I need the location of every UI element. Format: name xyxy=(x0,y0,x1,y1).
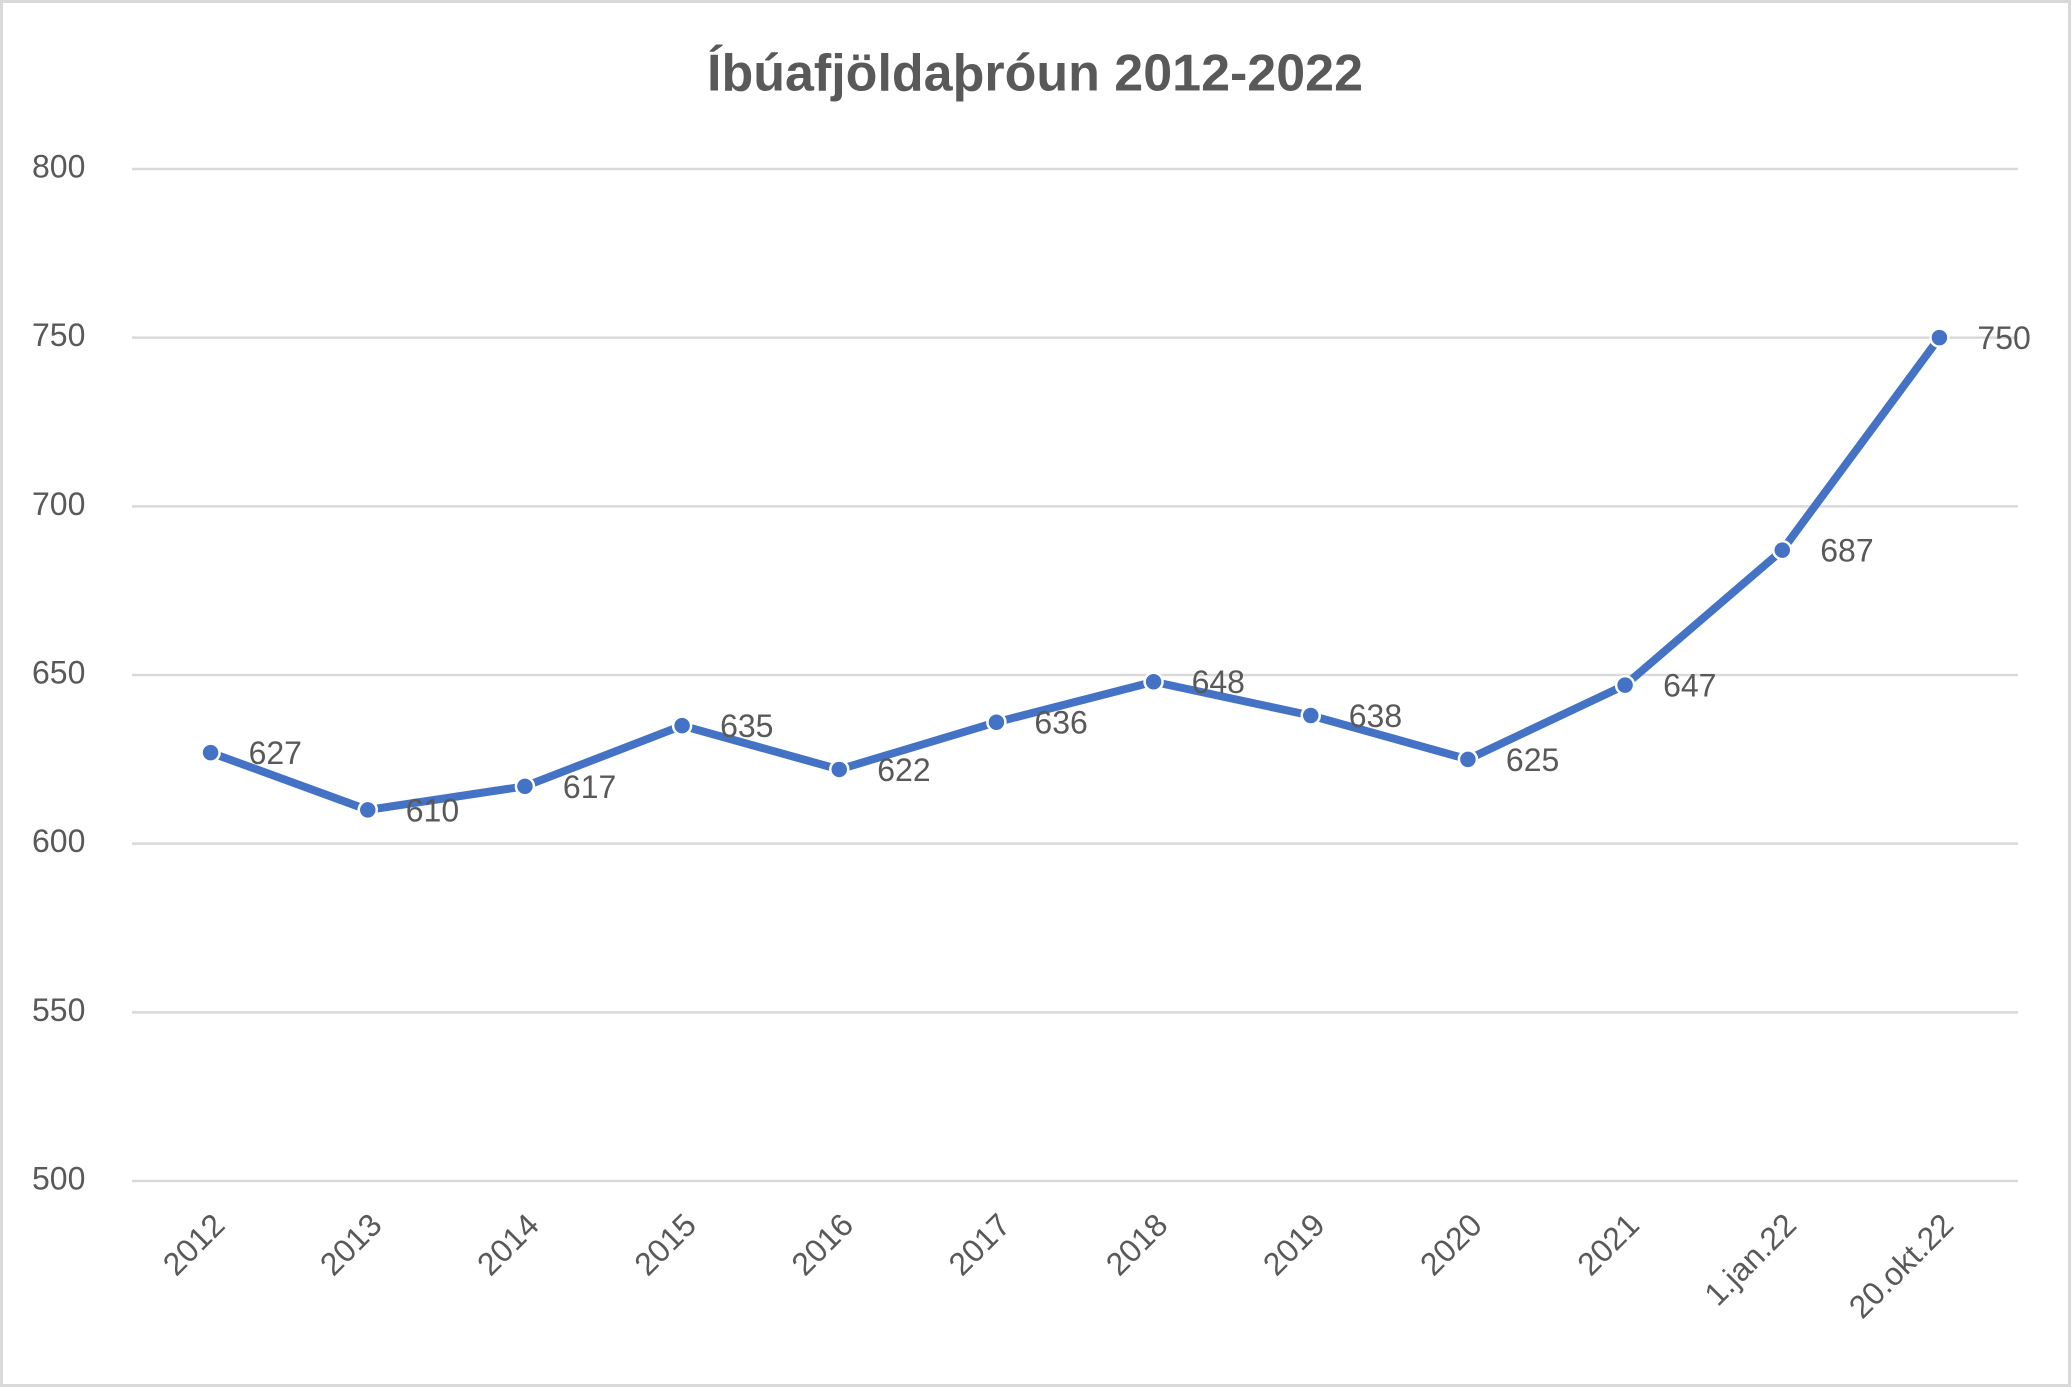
marker xyxy=(357,799,378,821)
data-label: 635 xyxy=(720,708,773,744)
marker xyxy=(1614,674,1636,696)
line xyxy=(209,335,1943,814)
data-label: 617 xyxy=(563,769,616,805)
y-tick-label: 550 xyxy=(32,992,85,1028)
y-tick-label: 700 xyxy=(32,486,85,522)
marker xyxy=(829,759,850,780)
y-tick-label: 800 xyxy=(32,148,85,184)
data-label: 648 xyxy=(1192,664,1245,700)
y-tick-label: 750 xyxy=(32,317,85,353)
data-label: 625 xyxy=(1506,742,1559,778)
data-label: 636 xyxy=(1034,705,1087,741)
data-label: 638 xyxy=(1349,698,1402,734)
marker xyxy=(1143,671,1164,692)
data-label: 610 xyxy=(406,792,459,828)
data-label: 622 xyxy=(877,752,930,788)
marker xyxy=(1300,705,1321,726)
marker xyxy=(1929,327,1950,348)
data-label: 687 xyxy=(1820,533,1873,569)
marker xyxy=(1457,749,1479,770)
chart-title: Íbúafjöldaþróun 2012-2022 xyxy=(707,45,1363,103)
data-label: 750 xyxy=(1977,320,2030,356)
marker xyxy=(200,742,221,763)
marker xyxy=(671,715,693,736)
y-tick-label: 650 xyxy=(32,654,85,690)
marker xyxy=(514,776,536,797)
y-tick-label: 600 xyxy=(32,823,85,859)
data-label: 627 xyxy=(249,735,302,771)
marker xyxy=(1772,539,1793,561)
data-label: 647 xyxy=(1663,668,1716,704)
marker xyxy=(986,711,1007,733)
y-tick-label: 500 xyxy=(32,1160,85,1196)
